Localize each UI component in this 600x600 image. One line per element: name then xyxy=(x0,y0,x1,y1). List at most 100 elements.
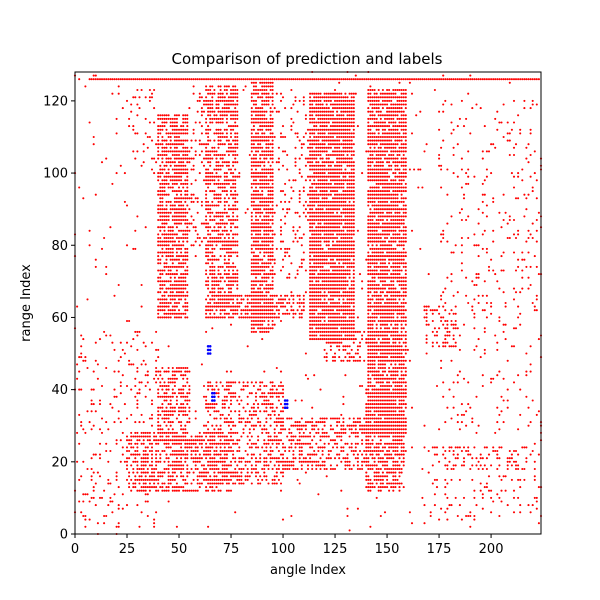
scatter-point xyxy=(367,197,370,200)
scatter-point xyxy=(323,229,326,232)
scatter-point xyxy=(205,103,208,106)
scatter-point xyxy=(367,190,370,193)
scatter-point xyxy=(394,428,397,431)
scatter-point xyxy=(211,179,214,182)
scatter-point xyxy=(171,117,174,120)
scatter-point xyxy=(261,117,264,120)
scatter-point xyxy=(311,197,314,200)
scatter-point xyxy=(392,125,395,128)
scatter-point xyxy=(207,135,210,139)
scatter-point xyxy=(350,262,353,265)
scatter-point xyxy=(271,298,274,301)
scatter-point xyxy=(254,301,258,305)
scatter-point xyxy=(342,179,345,182)
scatter-point xyxy=(325,186,328,189)
scatter-point xyxy=(227,233,230,236)
scatter-point xyxy=(232,99,235,102)
scatter-point xyxy=(323,215,326,218)
scatter-point xyxy=(400,121,403,124)
scatter-point xyxy=(325,135,328,139)
scatter-point xyxy=(346,128,349,131)
scatter-point xyxy=(346,327,349,330)
scatter-point xyxy=(323,211,326,214)
scatter-point xyxy=(271,85,274,88)
scatter-point xyxy=(344,316,347,319)
scatter-point xyxy=(177,150,181,153)
scatter-point xyxy=(205,96,208,99)
scatter-point xyxy=(394,215,397,218)
scatter-point xyxy=(215,117,218,120)
scatter-point xyxy=(213,276,216,279)
scatter-point xyxy=(232,161,235,164)
scatter-point xyxy=(390,374,393,377)
scatter-point xyxy=(252,244,255,247)
scatter-point xyxy=(319,312,322,315)
scatter-point xyxy=(265,179,268,182)
scatter-point xyxy=(221,276,224,279)
scatter-point xyxy=(217,233,220,236)
scatter-point xyxy=(375,269,378,272)
scatter-point xyxy=(367,135,370,139)
scatter-point xyxy=(323,301,326,305)
scatter-point xyxy=(319,132,322,135)
scatter-point xyxy=(392,96,395,99)
scatter-point xyxy=(311,215,314,218)
scatter-point xyxy=(336,323,339,326)
scatter-point xyxy=(348,110,351,113)
scatter-point xyxy=(225,150,228,153)
scatter-point xyxy=(317,305,320,308)
scatter-point xyxy=(398,179,401,182)
scatter-point xyxy=(388,301,391,305)
scatter-point xyxy=(383,384,387,388)
scatter-point xyxy=(257,146,260,149)
scatter-point xyxy=(263,197,266,200)
scatter-point xyxy=(265,146,268,149)
scatter-point xyxy=(165,251,168,254)
scatter-point xyxy=(471,78,474,81)
scatter-point xyxy=(157,146,160,149)
scatter-point xyxy=(317,208,320,211)
scatter-point xyxy=(379,117,382,120)
scatter-point xyxy=(336,190,339,193)
scatter-point xyxy=(402,410,405,413)
scatter-point xyxy=(163,186,166,189)
scatter-point xyxy=(379,244,382,247)
scatter-point xyxy=(250,291,253,294)
scatter-point xyxy=(165,244,168,247)
scatter-point xyxy=(267,222,270,225)
scatter-point xyxy=(388,283,391,287)
scatter-point xyxy=(317,168,320,171)
scatter-point xyxy=(313,251,316,254)
scatter-point xyxy=(398,255,401,258)
scatter-point xyxy=(219,117,222,120)
scatter-point xyxy=(333,312,337,315)
scatter-point xyxy=(342,240,345,243)
scatter-point xyxy=(400,352,403,355)
scatter-point xyxy=(169,179,172,182)
scatter-point xyxy=(96,78,99,81)
scatter-point xyxy=(250,81,253,84)
scatter-point xyxy=(340,114,343,117)
scatter-point xyxy=(392,406,395,409)
scatter-point xyxy=(167,240,170,243)
scatter-point xyxy=(400,395,403,398)
scatter-point xyxy=(402,146,405,149)
scatter-point xyxy=(269,125,272,128)
scatter-point xyxy=(271,175,274,178)
scatter-point xyxy=(379,208,382,211)
scatter-point xyxy=(342,265,345,268)
scatter-point xyxy=(171,204,174,207)
scatter-point xyxy=(167,255,170,258)
scatter-point xyxy=(225,132,228,135)
scatter-point xyxy=(177,229,181,232)
scatter-point xyxy=(400,218,403,222)
scatter-point xyxy=(219,305,222,308)
scatter-point xyxy=(371,132,374,135)
scatter-point xyxy=(311,168,314,171)
scatter-point xyxy=(402,218,405,222)
scatter-point xyxy=(400,208,403,211)
scatter-point xyxy=(236,99,239,102)
scatter-point xyxy=(271,229,274,232)
scatter-point xyxy=(157,208,160,211)
scatter-point xyxy=(331,92,335,95)
